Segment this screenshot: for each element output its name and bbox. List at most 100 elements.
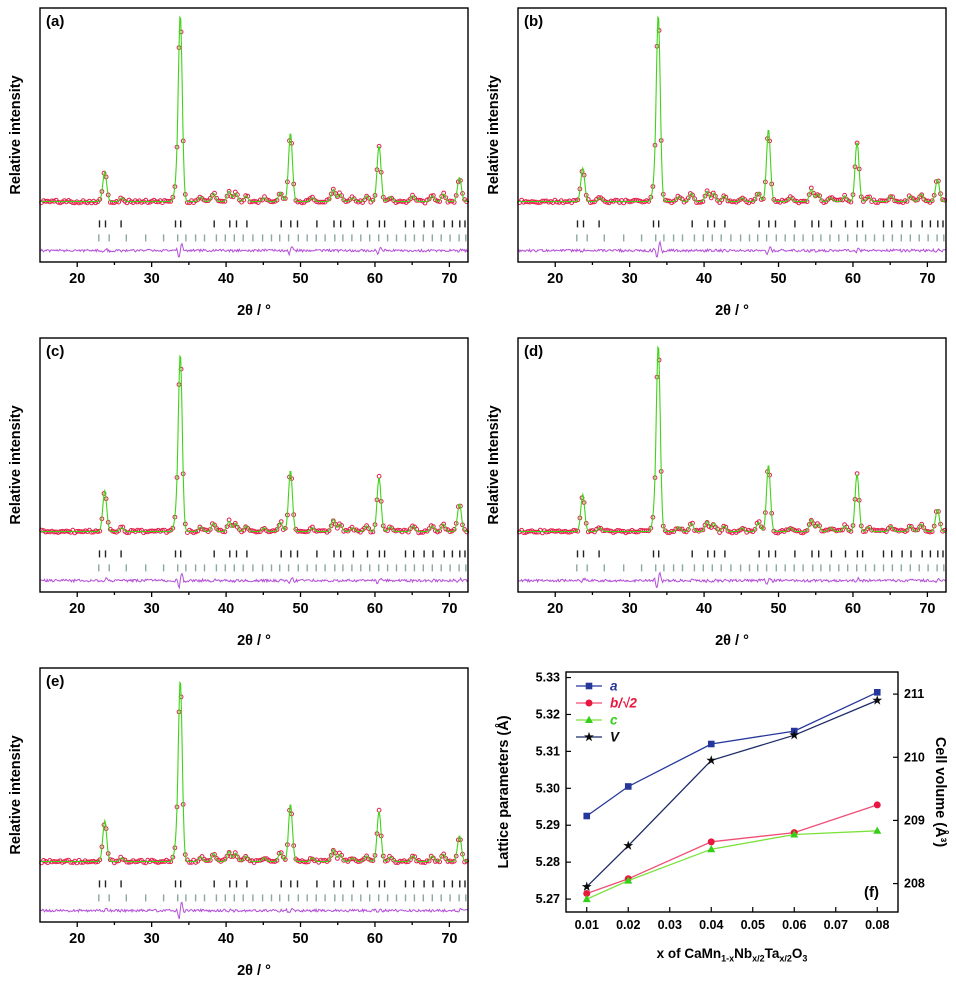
difference-curve	[39, 242, 469, 258]
difference-curve	[517, 239, 946, 258]
svg-text:30: 30	[622, 601, 638, 617]
svg-text:210: 210	[904, 750, 925, 764]
panel-d: Relative Intensity 20 30 40 50 60 70 (d) 2θ /…	[478, 330, 956, 660]
svg-text:5.27: 5.27	[536, 892, 560, 906]
xrd-plot-d: 20 30 40 50 60 70	[517, 337, 948, 617]
panel-a: Relative intensity 20 30 40 50 60 70 (a) 2θ /…	[0, 0, 478, 330]
svg-text:20: 20	[69, 931, 85, 947]
svg-text:0.05: 0.05	[741, 918, 765, 932]
svg-text:5.29: 5.29	[536, 818, 560, 832]
svg-text:40: 40	[696, 601, 712, 617]
y-axis-label-c: Relative intensity	[8, 405, 24, 525]
svg-text:40: 40	[218, 601, 234, 617]
bragg-ticks-phase-2	[98, 564, 467, 572]
svg-text:70: 70	[919, 601, 935, 617]
plot-frame	[517, 7, 947, 263]
svg-text:0.06: 0.06	[782, 918, 806, 932]
x-axis-tick-labels: 20 30 40 50 60 70	[69, 931, 457, 947]
legend-label: c	[610, 713, 618, 728]
bragg-ticks-phase-1	[98, 880, 466, 888]
formula-segment: Ta	[764, 946, 780, 961]
x-axis-tick-labels: 20 30 40 50 60 70	[69, 271, 457, 287]
x-axis-label-c: 2θ / °	[237, 633, 271, 649]
svg-text:40: 40	[696, 271, 712, 287]
panel-letter-e: (e)	[46, 673, 65, 690]
observed-data-points	[517, 357, 948, 536]
x-axis-label-d: 2θ / °	[715, 633, 749, 649]
plot-frame	[39, 337, 469, 593]
bragg-ticks-phase-2	[576, 564, 945, 572]
panel-letter-c: (c)	[46, 343, 65, 360]
svg-text:50: 50	[770, 271, 786, 287]
observed-data-points	[39, 694, 470, 866]
svg-text:211: 211	[904, 687, 924, 701]
x-axis-ticks	[76, 592, 451, 597]
svg-text:0.08: 0.08	[865, 918, 889, 932]
svg-text:60: 60	[845, 271, 861, 287]
svg-text:60: 60	[367, 931, 383, 947]
svg-text:20: 20	[547, 601, 563, 617]
legend-marker-square-icon	[585, 682, 593, 690]
bragg-ticks-phase-2	[98, 894, 467, 902]
difference-curve	[39, 572, 469, 590]
axis-tick-labels: 5.27 5.28 5.29 5.30 5.31 5.32 5.33 208 209 210 211…	[536, 671, 925, 932]
panel-letter-f: (f)	[864, 884, 879, 901]
svg-text:60: 60	[845, 601, 861, 617]
svg-text:208: 208	[904, 877, 925, 891]
formula-segment: x of CaMn	[656, 946, 722, 961]
legend-label: V	[610, 730, 620, 745]
formula-subscript: x/2	[779, 953, 792, 964]
svg-text:60: 60	[367, 271, 383, 287]
xrd-plot-e: 20 30 40 50 60 70	[39, 667, 470, 947]
svg-text:30: 30	[144, 271, 160, 287]
formula-subscript: 1-x	[721, 953, 735, 964]
svg-text:20: 20	[69, 271, 85, 287]
difference-curve	[39, 901, 469, 920]
svg-text:70: 70	[441, 601, 457, 617]
svg-text:50: 50	[770, 601, 786, 617]
plot-frame	[39, 667, 469, 923]
series-line-c	[586, 830, 878, 900]
svg-text:30: 30	[622, 271, 638, 287]
bragg-ticks-phase-2	[98, 234, 467, 242]
formula-subscript: x/2	[752, 953, 765, 964]
calculated-curve	[40, 15, 468, 203]
bragg-ticks-phase-1	[98, 550, 466, 558]
x-axis-tick-labels: 20 30 40 50 60 70	[547, 601, 935, 617]
plot-frame	[517, 337, 947, 593]
calculated-curve	[518, 15, 946, 203]
legend-marker-circle-icon	[585, 699, 593, 707]
x-axis-ticks	[76, 262, 451, 267]
panel-e: Relative intensity 20 30 40 50 60 70 (e) 2θ /…	[0, 660, 478, 990]
series-markers-V	[581, 695, 883, 891]
xrd-plot-b: 20 30 40 50 60 70	[517, 7, 948, 287]
series-markers-c	[582, 826, 882, 903]
legend-marker-triangle-icon	[585, 715, 593, 723]
plot-frame	[565, 671, 899, 913]
formula-segment: O	[791, 946, 803, 961]
lattice-parameters-plot: 5.27 5.28 5.29 5.30 5.31 5.32 5.33 208 209 210 211…	[536, 671, 925, 932]
svg-text:70: 70	[441, 931, 457, 947]
x-axis-label-f: x of CaMn1-xNbx/2Tax/2O3	[657, 946, 808, 964]
svg-text:209: 209	[904, 813, 925, 827]
calculated-curve	[518, 345, 946, 533]
panel-letter-d: (d)	[524, 343, 544, 360]
calculated-curve	[40, 354, 468, 533]
panel-b: Relative intensity 20 30 40 50 60 70 (b) 2θ /…	[478, 0, 956, 330]
svg-text:0.07: 0.07	[824, 918, 848, 932]
x-axis-label-b: 2θ / °	[715, 303, 749, 319]
bragg-ticks-phase-2	[576, 234, 945, 242]
bragg-ticks-phase-1	[576, 550, 944, 558]
x-axis-ticks	[554, 262, 929, 267]
svg-text:30: 30	[144, 931, 160, 947]
bragg-ticks-phase-1	[576, 220, 944, 228]
legend-label: a	[610, 679, 618, 694]
svg-text:50: 50	[292, 931, 308, 947]
y-axis-label-a: Relative intensity	[8, 75, 24, 195]
observed-data-points	[39, 29, 470, 206]
xrd-plot-a: 20 30 40 50 60 70	[39, 7, 470, 287]
x-axis-ticks	[76, 922, 451, 927]
svg-text:5.28: 5.28	[536, 855, 560, 869]
panel-f: Lattice parameters (Å) Cell volume (Å³) …	[478, 660, 956, 990]
